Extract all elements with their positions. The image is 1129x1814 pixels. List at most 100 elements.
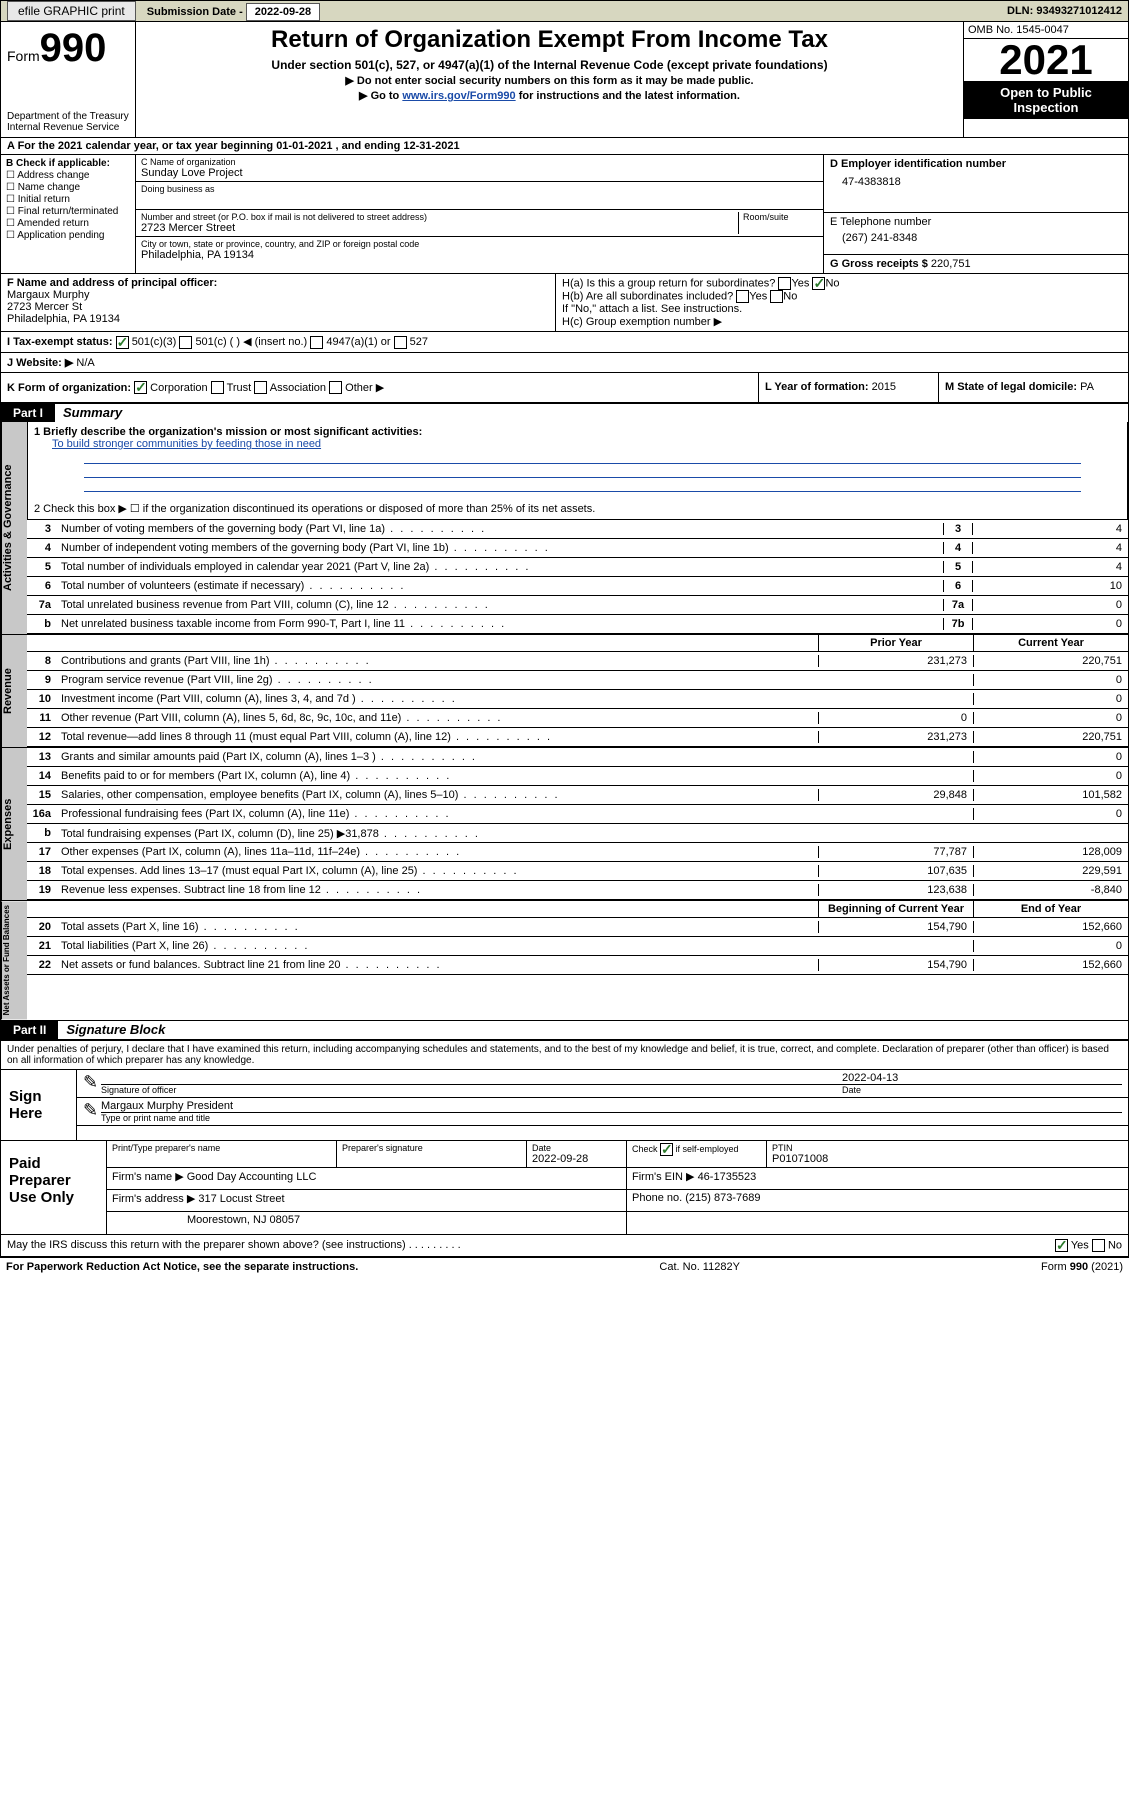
chk-501c3[interactable] — [116, 336, 129, 349]
city-state-zip: Philadelphia, PA 19134 — [141, 249, 254, 261]
discuss-yes[interactable] — [1055, 1239, 1068, 1252]
summary-line: 20Total assets (Part X, line 16)154,7901… — [27, 918, 1128, 937]
summary-line: 22Net assets or fund balances. Subtract … — [27, 956, 1128, 975]
firm-addr-label: Firm's address ▶ — [112, 1193, 195, 1205]
form-number: Form990 — [7, 26, 129, 71]
form-note2: ▶ Go to www.irs.gov/Form990 for instruct… — [140, 89, 959, 102]
perjury-declaration: Under penalties of perjury, I declare th… — [1, 1041, 1128, 1070]
irs-label: Internal Revenue Service — [7, 122, 129, 133]
summary-line: 8Contributions and grants (Part VIII, li… — [27, 652, 1128, 671]
summary-line: 19Revenue less expenses. Subtract line 1… — [27, 881, 1128, 900]
chk-amended-return[interactable]: ☐ Amended return — [6, 218, 130, 229]
dept-treasury: Department of the Treasury — [7, 111, 129, 122]
e-phone-label: E Telephone number — [830, 216, 1122, 228]
part-i-header: Part ISummary — [0, 404, 1129, 422]
city-label: City or town, state or province, country… — [141, 239, 818, 249]
efile-print-button[interactable]: efile GRAPHIC print — [7, 1, 136, 21]
chk-address-change[interactable]: ☐ Address change — [6, 170, 130, 181]
line1-label: 1 Briefly describe the organization's mi… — [34, 426, 1121, 438]
signature-block: Under penalties of perjury, I declare th… — [0, 1039, 1129, 1235]
form-ref: Form 990 (2021) — [1041, 1261, 1123, 1273]
hb-no[interactable] — [770, 290, 783, 303]
phone-value: (267) 241-8348 — [830, 228, 1122, 244]
chk-initial-return[interactable]: ☐ Initial return — [6, 194, 130, 205]
org-name: Sunday Love Project — [141, 167, 243, 179]
d-ein-label: D Employer identification number — [830, 158, 1122, 170]
h-c: H(c) Group exemption number ▶ — [562, 315, 1122, 328]
dln: DLN: 93493271012412 — [1007, 5, 1122, 17]
hb-yes[interactable] — [736, 290, 749, 303]
top-bar: efile GRAPHIC print Submission Date - 20… — [0, 0, 1129, 22]
side-net-assets: Net Assets or Fund Balances — [1, 901, 27, 1019]
prep-name-label: Print/Type preparer's name — [112, 1143, 331, 1153]
sig-date-value: 2022-04-13 — [842, 1072, 1122, 1084]
chk-527[interactable] — [394, 336, 407, 349]
ha-no[interactable] — [812, 277, 825, 290]
prep-date: 2022-09-28 — [532, 1153, 588, 1165]
f-officer-label: F Name and address of principal officer: — [7, 277, 549, 289]
chk-4947[interactable] — [310, 336, 323, 349]
summary-line: 11Other revenue (Part VIII, column (A), … — [27, 709, 1128, 728]
form-note1: ▶ Do not enter social security numbers o… — [140, 74, 959, 87]
summary-line: 21Total liabilities (Part X, line 26)0 — [27, 937, 1128, 956]
col-prior-year: Prior Year — [818, 635, 973, 651]
self-employed-check[interactable]: Check if self-employed — [627, 1141, 767, 1167]
summary-line: 4Number of independent voting members of… — [27, 539, 1128, 558]
side-expenses: Expenses — [1, 748, 27, 900]
part-ii-header: Part IISignature Block — [0, 1021, 1129, 1039]
summary-line: 10Investment income (Part VIII, column (… — [27, 690, 1128, 709]
summary-line: 18Total expenses. Add lines 13–17 (must … — [27, 862, 1128, 881]
summary-line: 5Total number of individuals employed in… — [27, 558, 1128, 577]
tax-year: 2021 — [964, 39, 1128, 81]
gross-receipts: 220,751 — [931, 258, 971, 270]
irs-link[interactable]: www.irs.gov/Form990 — [402, 90, 515, 102]
c-name-label: C Name of organization — [141, 157, 818, 167]
col-end-year: End of Year — [973, 901, 1128, 917]
line2-text: 2 Check this box ▶ ☐ if the organization… — [34, 502, 1121, 515]
col-current-year: Current Year — [973, 635, 1128, 651]
chk-application-pending[interactable]: ☐ Application pending — [6, 230, 130, 241]
ptin-label: PTIN — [772, 1143, 1123, 1153]
firm-ein-label: Firm's EIN ▶ — [632, 1171, 695, 1183]
row-j-website: J Website: ▶ N/A — [0, 353, 1129, 373]
chk-association[interactable] — [254, 381, 267, 394]
b-header: B Check if applicable: — [6, 158, 130, 169]
side-revenue: Revenue — [1, 635, 27, 747]
mission-text: To build stronger communities by feeding… — [34, 438, 1121, 450]
room-label: Room/suite — [743, 212, 818, 222]
firm-ein: 46-1735523 — [698, 1171, 757, 1183]
form-header: Form990 Department of the Treasury Inter… — [0, 22, 1129, 137]
pen-icon-2: ✎ — [83, 1100, 101, 1123]
sig-date-label: Date — [842, 1085, 1122, 1095]
chk-trust[interactable] — [211, 381, 224, 394]
part-i-revenue: Revenue Prior YearCurrent Year 8Contribu… — [0, 634, 1129, 747]
form-title: Return of Organization Exempt From Incom… — [140, 26, 959, 54]
chk-other[interactable] — [329, 381, 342, 394]
chk-corporation[interactable] — [134, 381, 147, 394]
summary-line: 6Total number of volunteers (estimate if… — [27, 577, 1128, 596]
officer-name-title: Margaux Murphy President — [101, 1100, 1122, 1112]
part-i-expenses: Expenses 13Grants and similar amounts pa… — [0, 747, 1129, 900]
cat-no: Cat. No. 11282Y — [659, 1261, 740, 1273]
discuss-no[interactable] — [1092, 1239, 1105, 1252]
firm-name: Good Day Accounting LLC — [187, 1171, 317, 1183]
summary-line: 7aTotal unrelated business revenue from … — [27, 596, 1128, 615]
sign-here-label: Sign Here — [1, 1070, 76, 1140]
part-i-activities-governance: Activities & Governance 1 Briefly descri… — [0, 422, 1129, 634]
pra-notice: For Paperwork Reduction Act Notice, see … — [6, 1261, 358, 1273]
summary-line: 13Grants and similar amounts paid (Part … — [27, 748, 1128, 767]
form-subtitle: Under section 501(c), 527, or 4947(a)(1)… — [140, 58, 959, 72]
summary-line: 15Salaries, other compensation, employee… — [27, 786, 1128, 805]
officer-name: Margaux Murphy — [7, 289, 549, 301]
h-a: H(a) Is this a group return for subordin… — [562, 277, 1122, 290]
summary-line: 14Benefits paid to or for members (Part … — [27, 767, 1128, 786]
chk-501c[interactable] — [179, 336, 192, 349]
chk-name-change[interactable]: ☐ Name change — [6, 182, 130, 193]
chk-final-return[interactable]: ☐ Final return/terminated — [6, 206, 130, 217]
ha-yes[interactable] — [778, 277, 791, 290]
h-note: If "No," attach a list. See instructions… — [562, 303, 1122, 315]
prep-sig-label: Preparer's signature — [342, 1143, 521, 1153]
firm-phone: (215) 873-7689 — [685, 1192, 760, 1204]
summary-line: bTotal fundraising expenses (Part IX, co… — [27, 824, 1128, 843]
section-f-to-h: F Name and address of principal officer:… — [0, 274, 1129, 332]
